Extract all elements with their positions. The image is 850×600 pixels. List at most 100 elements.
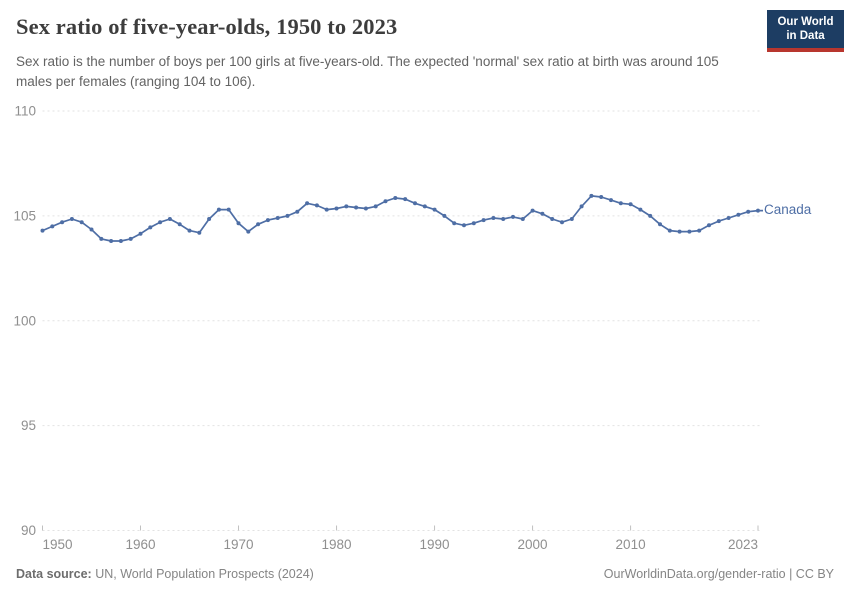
y-tick-label-95: 95 [21, 418, 36, 433]
point-canada-1971[interactable] [246, 229, 251, 234]
point-canada-1986[interactable] [393, 196, 398, 200]
point-canada-1984[interactable] [373, 204, 378, 209]
point-canada-1991[interactable] [442, 213, 447, 218]
point-canada-2004[interactable] [569, 217, 574, 221]
chart-footer: Data source: UN, World Population Prospe… [16, 567, 834, 581]
point-canada-1962[interactable] [158, 220, 163, 225]
owid-logo-line2: in Data [786, 30, 825, 42]
point-canada-1997[interactable] [501, 217, 506, 221]
x-tick-label-2000: 2000 [518, 537, 548, 552]
y-tick-label-100: 100 [13, 313, 36, 328]
point-canada-1990[interactable] [432, 207, 437, 212]
credit-link[interactable]: OurWorldinData.org/gender-ratio | CC BY [603, 567, 834, 581]
x-tick-label-1990: 1990 [420, 537, 450, 552]
point-canada-1974[interactable] [275, 216, 280, 220]
point-canada-2018[interactable] [707, 223, 711, 228]
x-tick-label-1970: 1970 [224, 537, 254, 552]
point-canada-1957[interactable] [109, 239, 114, 243]
point-canada-2005[interactable] [579, 204, 584, 209]
point-canada-2003[interactable] [560, 220, 564, 225]
point-canada-1964[interactable] [177, 222, 182, 227]
point-canada-1954[interactable] [79, 220, 84, 225]
point-canada-1987[interactable] [403, 197, 408, 202]
point-canada-2020[interactable] [726, 216, 731, 220]
point-canada-2010[interactable] [628, 202, 633, 207]
point-canada-2023[interactable] [756, 208, 760, 213]
point-canada-1958[interactable] [118, 239, 123, 243]
point-canada-2022[interactable] [746, 209, 751, 214]
point-canada-2002[interactable] [550, 217, 555, 221]
point-canada-2013[interactable] [658, 222, 662, 227]
point-canada-2009[interactable] [618, 201, 623, 206]
page-title: Sex ratio of five-year-olds, 1950 to 202… [16, 14, 398, 39]
point-canada-1992[interactable] [452, 221, 457, 226]
point-canada-1983[interactable] [363, 206, 368, 211]
point-canada-2021[interactable] [736, 212, 741, 217]
point-canada-1994[interactable] [471, 221, 476, 226]
point-canada-2008[interactable] [609, 198, 613, 203]
point-canada-1951[interactable] [50, 224, 55, 229]
point-canada-1980[interactable] [334, 206, 339, 211]
point-canada-2016[interactable] [687, 229, 692, 234]
point-canada-1977[interactable] [305, 201, 310, 206]
point-canada-1950[interactable] [40, 228, 45, 233]
point-canada-1961[interactable] [148, 225, 153, 230]
point-canada-2007[interactable] [599, 195, 604, 199]
point-canada-1979[interactable] [324, 207, 329, 212]
point-canada-1985[interactable] [383, 199, 388, 204]
series-label-canada: Canada [764, 201, 812, 217]
point-canada-2014[interactable] [667, 228, 672, 233]
x-tick-label-2010: 2010 [616, 537, 646, 552]
point-canada-1970[interactable] [236, 221, 241, 226]
point-canada-2015[interactable] [677, 229, 682, 234]
x-tick-label-1950: 1950 [43, 537, 73, 552]
data-source-value: UN, World Population Prospects (2024) [91, 567, 314, 581]
x-tick-label-1960: 1960 [125, 537, 155, 552]
point-canada-1966[interactable] [197, 230, 202, 235]
point-canada-2012[interactable] [648, 213, 653, 218]
point-canada-1959[interactable] [128, 236, 133, 241]
point-canada-2001[interactable] [540, 211, 545, 216]
point-canada-1973[interactable] [265, 218, 270, 223]
point-canada-1965[interactable] [187, 228, 192, 233]
x-tick-label-1980: 1980 [322, 537, 352, 552]
point-canada-1989[interactable] [422, 204, 427, 209]
point-canada-1953[interactable] [69, 217, 74, 221]
owid-logo[interactable]: Our World in Data [767, 10, 844, 52]
chart-subtitle: Sex ratio is the number of boys per 100 … [16, 54, 719, 89]
point-canada-1978[interactable] [314, 203, 319, 208]
point-canada-1955[interactable] [89, 227, 94, 232]
point-canada-1988[interactable] [413, 201, 417, 206]
point-canada-1952[interactable] [60, 220, 65, 225]
x-tick-label-2023: 2023 [728, 537, 758, 552]
point-canada-1995[interactable] [481, 218, 486, 223]
point-canada-1963[interactable] [167, 217, 172, 221]
point-canada-1967[interactable] [207, 217, 212, 221]
y-tick-label-105: 105 [13, 208, 36, 223]
point-canada-1975[interactable] [285, 213, 290, 218]
point-canada-2011[interactable] [638, 207, 643, 212]
point-canada-2019[interactable] [716, 219, 721, 224]
point-canada-1972[interactable] [256, 222, 261, 227]
point-canada-2006[interactable] [589, 193, 594, 198]
point-canada-1993[interactable] [462, 223, 466, 228]
point-canada-1996[interactable] [491, 216, 496, 220]
y-tick-label-110: 110 [14, 104, 36, 119]
point-canada-1968[interactable] [216, 207, 221, 212]
point-canada-1998[interactable] [511, 214, 515, 219]
point-canada-2017[interactable] [697, 228, 702, 233]
point-canada-1969[interactable] [226, 207, 231, 212]
y-tick-label-90: 90 [21, 523, 36, 538]
point-canada-1982[interactable] [354, 205, 359, 210]
point-canada-2000[interactable] [530, 208, 535, 213]
line-canada[interactable] [41, 195, 759, 242]
data-source-label: Data source: [16, 567, 92, 581]
point-canada-1976[interactable] [295, 209, 300, 214]
point-canada-1960[interactable] [138, 231, 143, 236]
owid-logo-line1: Our World [777, 15, 834, 28]
point-canada-1999[interactable] [520, 217, 525, 221]
point-canada-1956[interactable] [99, 236, 104, 241]
point-canada-1981[interactable] [344, 204, 349, 209]
